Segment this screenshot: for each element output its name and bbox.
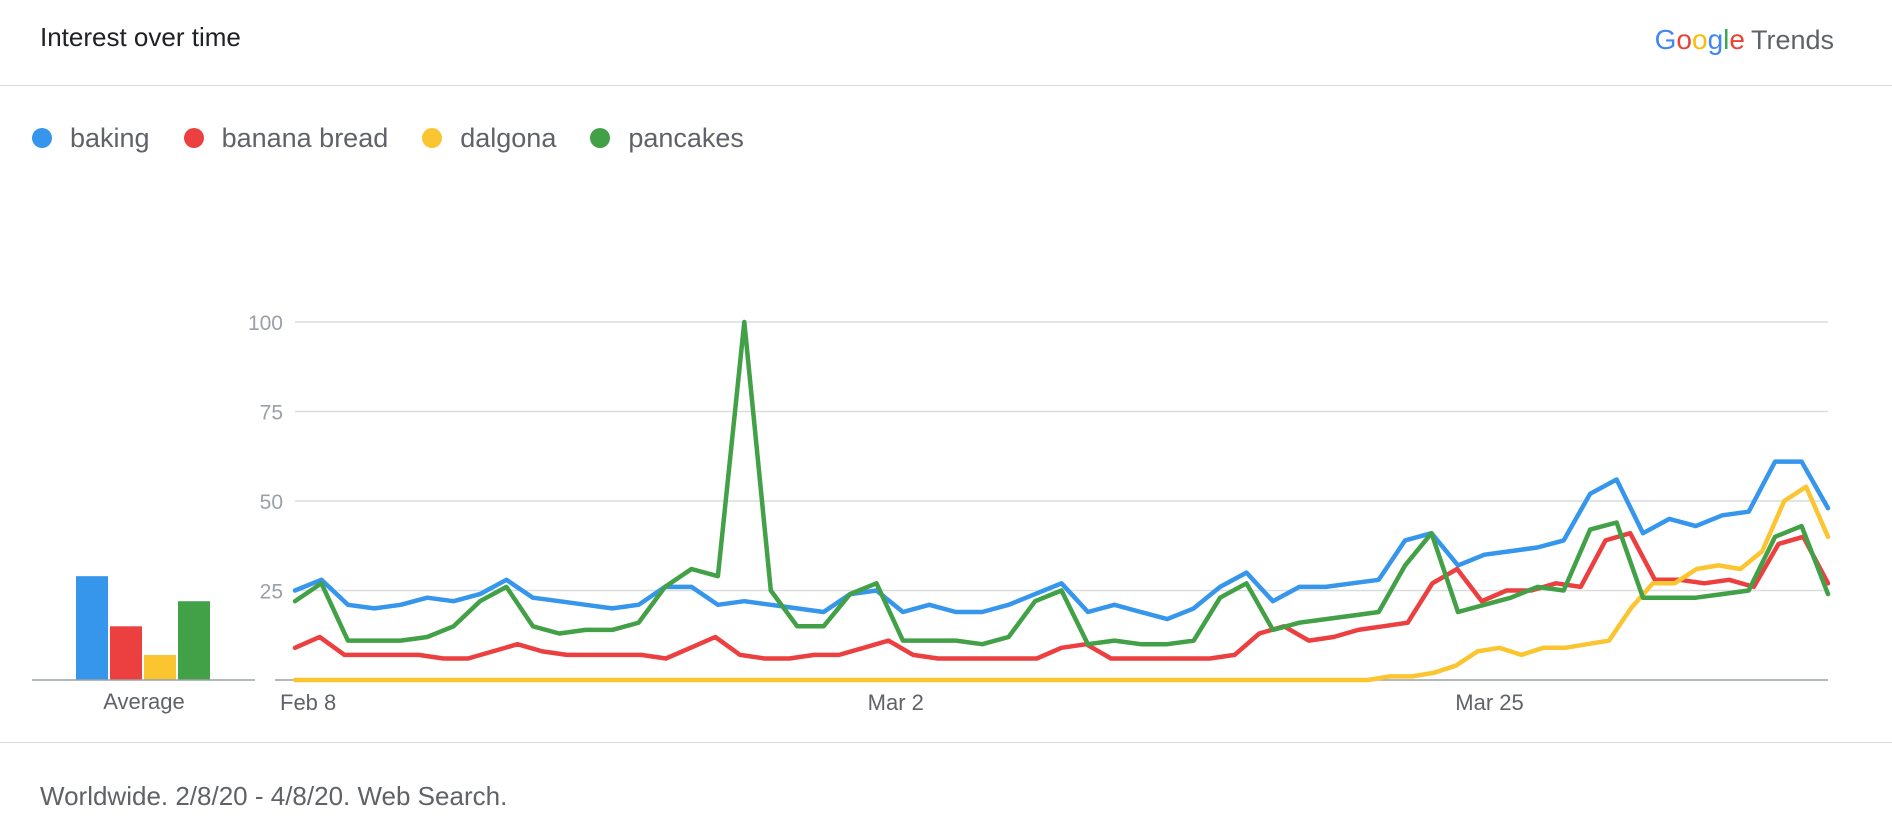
average-bar-baking <box>76 576 108 680</box>
y-tick-label: 75 <box>260 402 283 425</box>
y-tick-label: 25 <box>260 581 283 604</box>
y-tick-label: 100 <box>248 312 283 335</box>
legend-label: pancakes <box>628 122 744 153</box>
x-tick-label: Mar 2 <box>868 690 924 715</box>
brand-letter: G <box>1654 24 1677 55</box>
legend-dot <box>183 128 204 148</box>
legend-dot <box>422 128 443 148</box>
brand-letter: o <box>1692 24 1708 55</box>
average-bar-pancakes <box>178 601 210 680</box>
legend-item-baking[interactable]: baking <box>32 123 150 154</box>
x-tick-label: Feb 8 <box>280 690 336 715</box>
card-footer: Worldwide. 2/8/20 - 4/8/20. Web Search. <box>0 742 1892 836</box>
average-bar-dalgona <box>144 654 176 680</box>
google-wordmark: Google <box>1655 24 1745 55</box>
chart-legend: baking banana bread dalgona pancakes <box>32 118 778 158</box>
card-header: Interest over time Google Trends <box>0 0 1892 86</box>
card-title: Interest over time <box>40 22 241 52</box>
series-line-dalgona <box>292 484 1831 683</box>
google-trends-logo[interactable]: Google Trends <box>1655 24 1834 56</box>
series-line-pancakes <box>292 319 1831 647</box>
x-tick-label: Mar 25 <box>1455 690 1523 715</box>
legend-label: baking <box>70 122 150 153</box>
interest-over-time-chart: 25 50 75 100 Feb 8 Mar 2 Mar 25 Average <box>32 312 1831 715</box>
legend-label: dalgona <box>460 122 557 153</box>
brand-letter: e <box>1729 24 1745 55</box>
legend-item-banana-bread[interactable]: banana bread <box>183 122 389 154</box>
average-label: Average <box>103 689 185 714</box>
legend-dot <box>590 128 611 148</box>
series-line-baking <box>292 459 1831 622</box>
legend-item-dalgona[interactable]: dalgona <box>422 123 556 154</box>
brand-letter: l <box>1723 24 1730 55</box>
series-line-banana-bread <box>292 530 1831 661</box>
footer-caption: Worldwide. 2/8/20 - 4/8/20. Web Search. <box>40 781 508 811</box>
brand-letter: o <box>1676 24 1692 55</box>
legend-label: banana bread <box>221 122 389 153</box>
y-tick-label: 50 <box>260 491 283 514</box>
legend-item-pancakes[interactable]: pancakes <box>590 123 744 154</box>
brand-letter: g <box>1707 24 1724 55</box>
legend-dot <box>32 128 52 148</box>
trends-wordmark: Trends <box>1750 25 1834 55</box>
average-bar-banana-bread <box>110 626 142 680</box>
